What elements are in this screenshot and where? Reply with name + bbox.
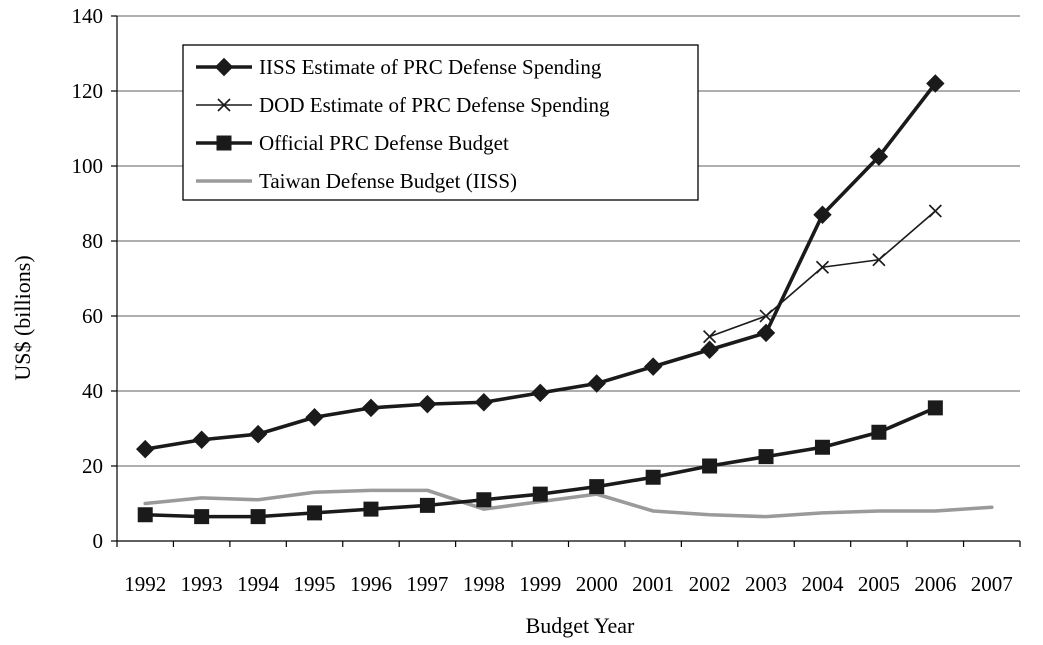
series-dod-estimate-of-prc-defense-spending — [703, 204, 942, 344]
x-tick-label: 2002 — [689, 572, 731, 596]
diamond-marker — [418, 394, 437, 414]
y-axis-title: US$ (billions) — [10, 255, 35, 380]
y-tick-label: 20 — [82, 454, 103, 478]
x-marker — [928, 204, 942, 218]
x-tick-label: 2001 — [632, 572, 674, 596]
axes — [111, 15, 1021, 547]
square-marker — [871, 424, 887, 440]
square-marker — [814, 439, 830, 455]
series-line — [708, 210, 937, 338]
x-axis-tick-labels: 1992 1993 1994 1995 1996 1997 1998 1999 2000 2001… — [124, 572, 1013, 596]
x-tick-label: 1992 — [124, 572, 166, 596]
diamond-marker — [305, 408, 324, 427]
legend-label: DOD Estimate of PRC Defense Spending — [259, 93, 610, 117]
diamond-marker — [474, 393, 494, 412]
diamond-marker — [214, 57, 234, 77]
square-marker — [927, 400, 943, 416]
square-marker — [589, 479, 605, 495]
x-marker — [759, 309, 773, 323]
x-marker — [872, 253, 886, 267]
x-tick-label: 1996 — [350, 572, 392, 596]
x-tick-label: 1995 — [294, 572, 336, 596]
diamond-marker — [813, 205, 832, 224]
y-tick-label: 120 — [72, 79, 104, 103]
square-marker — [194, 509, 210, 525]
legend-item-taiwan-defense-budget-iiss: Taiwan Defense Budget (IISS) — [196, 169, 517, 193]
y-tick-label: 40 — [82, 379, 103, 403]
x-axis-title: Budget Year — [526, 613, 635, 638]
diamond-marker — [531, 383, 550, 403]
diamond-marker — [136, 439, 155, 459]
diamond-marker — [361, 398, 381, 418]
legend-item-dod-estimate-of-prc-defense-spending: DOD Estimate of PRC Defense Spending — [196, 93, 610, 117]
x-tick-label: 1994 — [237, 572, 280, 596]
legend-label: Taiwan Defense Budget (IISS) — [259, 169, 517, 193]
x-marker-stroke — [872, 253, 886, 267]
legend: IISS Estimate of PRC Defense Spending DOD… — [182, 44, 699, 201]
diamond-marker — [192, 430, 211, 449]
x-marker — [217, 98, 231, 112]
x-marker — [815, 260, 830, 274]
square-marker — [137, 507, 153, 523]
square-marker — [476, 492, 492, 508]
legend-label: Official PRC Defense Budget — [259, 131, 509, 155]
x-marker-stroke — [217, 98, 231, 112]
legend-label: IISS Estimate of PRC Defense Spending — [259, 55, 602, 79]
x-marker-stroke — [703, 330, 717, 344]
y-tick-label: 60 — [82, 304, 103, 328]
x-tick-label: 2004 — [801, 572, 844, 596]
square-marker — [250, 509, 266, 525]
series-iiss-estimate-of-prc-defense-spending — [136, 74, 945, 459]
square-marker — [307, 505, 323, 521]
y-tick-label: 140 — [72, 4, 104, 28]
y-axis-tick-labels: 0 20 40 60 80 100 120 140 — [72, 4, 104, 553]
x-tick-label: 1993 — [181, 572, 223, 596]
diamond-marker — [248, 424, 268, 444]
x-tick-label: 2007 — [971, 572, 1013, 596]
y-tick-label: 0 — [93, 529, 104, 553]
x-tick-label: 2006 — [914, 572, 956, 596]
x-tick-label: 1999 — [519, 572, 561, 596]
x-tick-label: 2000 — [576, 572, 618, 596]
y-tick-label: 100 — [72, 154, 104, 178]
series-taiwan-defense-budget-iiss — [143, 488, 994, 519]
legend-box — [182, 44, 699, 201]
x-marker-stroke — [815, 260, 830, 274]
series-line — [143, 488, 994, 519]
data-series — [136, 74, 994, 525]
diamond-marker — [756, 323, 776, 343]
legend-item-official-prc-defense-budget: Official PRC Defense Budget — [196, 131, 509, 155]
x-marker-stroke — [928, 204, 942, 218]
legend-item-iiss-estimate-of-prc-defense-spending: IISS Estimate of PRC Defense Spending — [196, 55, 602, 79]
square-marker — [645, 469, 661, 485]
x-marker-stroke — [759, 309, 773, 323]
diamond-marker — [926, 74, 945, 93]
y-tick-label: 80 — [82, 229, 103, 253]
diamond-marker — [869, 147, 889, 166]
square-marker — [363, 501, 379, 517]
square-marker — [702, 458, 718, 474]
diamond-marker — [700, 340, 719, 359]
diamond-marker — [643, 357, 663, 376]
square-marker — [532, 486, 548, 502]
x-tick-label: 2003 — [745, 572, 787, 596]
square-marker — [758, 449, 774, 465]
diamond-marker — [587, 374, 606, 393]
square-marker — [419, 497, 435, 513]
x-tick-label: 2005 — [858, 572, 900, 596]
x-marker — [703, 330, 717, 344]
square-marker — [216, 135, 232, 151]
x-tick-label: 1998 — [463, 572, 505, 596]
series-official-prc-defense-budget — [137, 400, 943, 525]
x-tick-label: 1997 — [406, 572, 448, 596]
